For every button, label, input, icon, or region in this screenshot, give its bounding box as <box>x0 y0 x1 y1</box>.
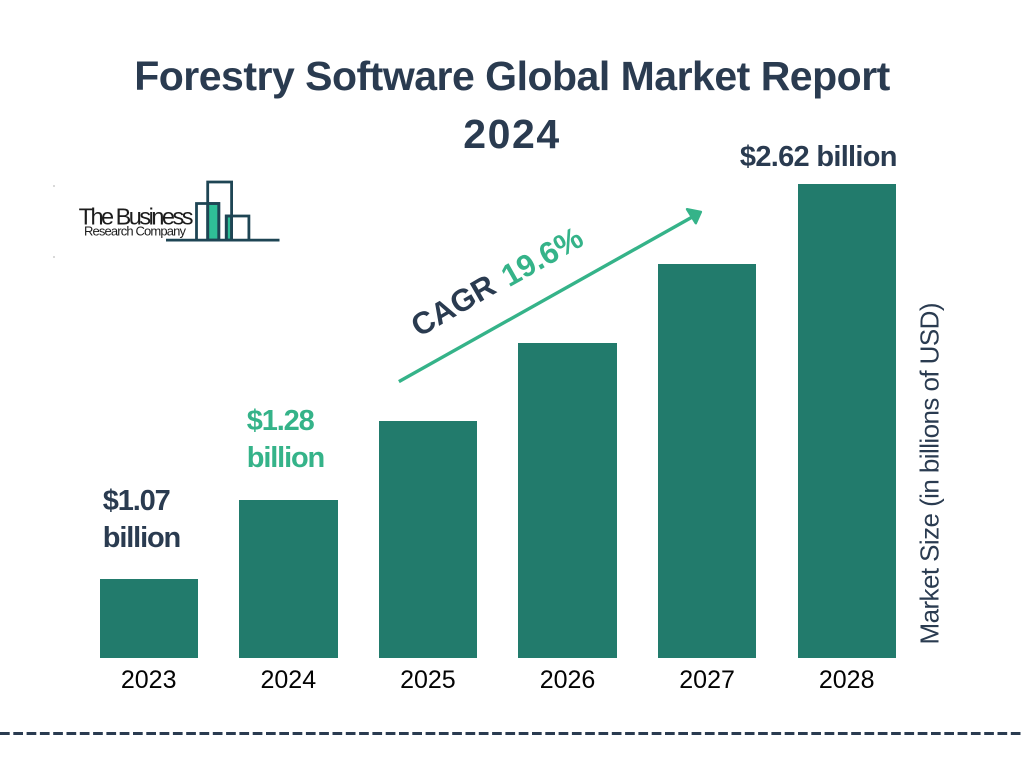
svg-text:Market Size (in billions of US: Market Size (in billions of USD) <box>915 303 945 645</box>
svg-text:Research Company: Research Company <box>84 224 187 239</box>
svg-text:The Business: The Business <box>79 204 194 230</box>
